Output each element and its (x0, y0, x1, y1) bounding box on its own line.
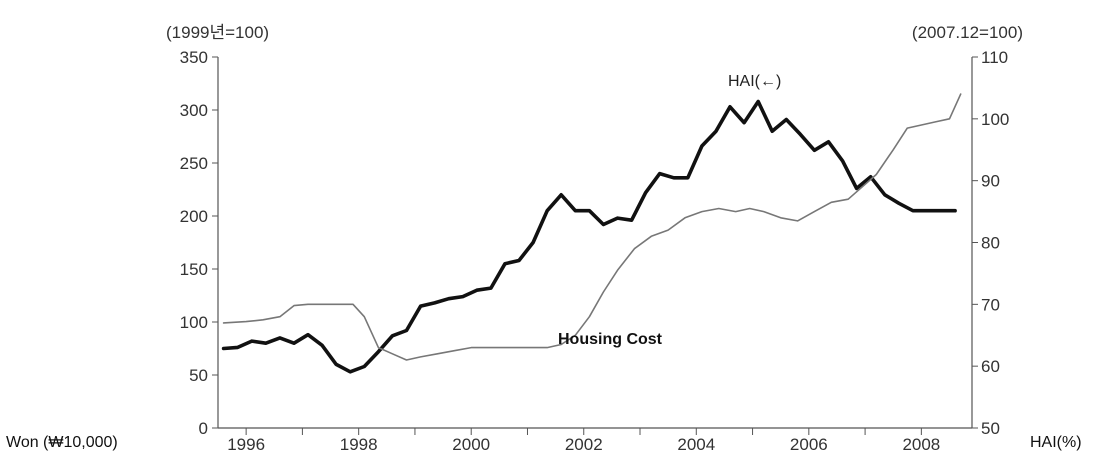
right-tick-label: 110 (981, 48, 1008, 67)
x-tick-label: 1996 (227, 435, 265, 454)
x-tick-label: 2004 (677, 435, 715, 454)
axes (217, 57, 973, 429)
left-axis-title: Won (₩10,000) (6, 434, 118, 451)
left-tick-label: 50 (189, 366, 208, 385)
left-tick-label: 0 (199, 419, 208, 438)
housing-cost-series-line (222, 93, 962, 361)
right-unit-label: (2007.12=100) (912, 23, 1023, 42)
housing-cost-series-annotation: Housing Cost (558, 331, 663, 348)
right-tick-label: 90 (981, 172, 1000, 191)
left-tick-label: 150 (180, 260, 208, 279)
x-tick-label: 2002 (565, 435, 603, 454)
x-tick-label: 1998 (340, 435, 378, 454)
left-tick-label: 250 (180, 154, 208, 173)
right-axis-ticks: 50 60 70 80 90 100 110 (972, 48, 1009, 438)
left-axis-ticks: 0 50 100 150 200 250 300 350 (180, 48, 218, 438)
right-tick-label: 60 (981, 357, 1000, 376)
left-tick-label: 350 (180, 48, 208, 67)
series-layer (221, 93, 962, 374)
right-tick-label: 50 (981, 419, 1000, 438)
right-tick-label: 80 (981, 234, 1000, 253)
x-tick-label: 2000 (452, 435, 490, 454)
left-tick-label: 200 (180, 207, 208, 226)
right-tick-label: 100 (981, 110, 1009, 129)
left-unit-label: (1999년=100) (166, 23, 269, 42)
right-axis-title: HAI(%) (1030, 434, 1082, 451)
left-tick-label: 100 (180, 313, 208, 332)
left-tick-label: 300 (180, 101, 208, 120)
hai-series-annotation: HAI(←) (728, 73, 781, 90)
x-tick-label: 2006 (790, 435, 828, 454)
right-tick-label: 70 (981, 295, 1000, 314)
x-tick-label: 2008 (902, 435, 940, 454)
x-axis-ticks: 1996 1998 2000 2002 2004 2006 2008 (227, 428, 940, 454)
hai-series-line (221, 99, 957, 374)
